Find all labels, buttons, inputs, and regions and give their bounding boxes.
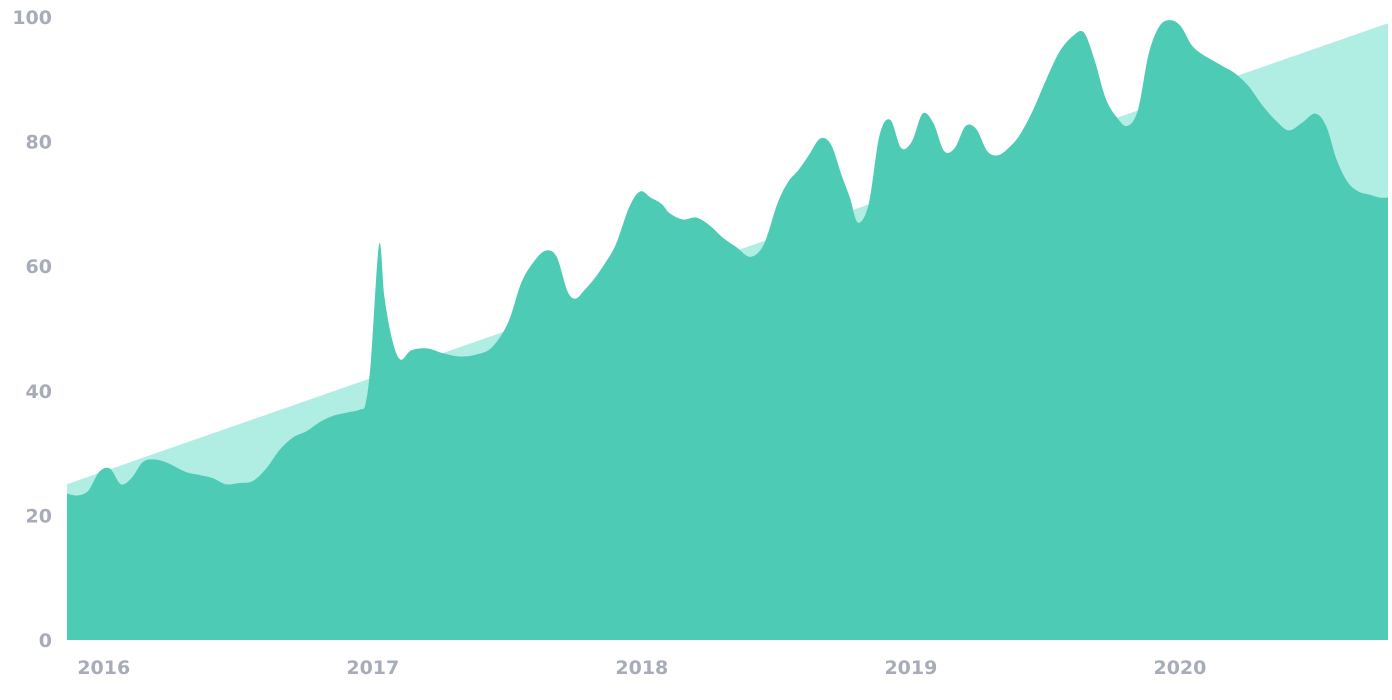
x-tick-label: 2019 [884, 657, 937, 679]
y-tick-label: 80 [26, 132, 52, 154]
y-axis-ticks: 0 20 40 60 80 100 [12, 7, 52, 652]
y-tick-label: 100 [12, 7, 52, 29]
x-tick-label: 2016 [77, 657, 130, 679]
y-tick-label: 0 [39, 630, 52, 652]
actual-area [67, 20, 1388, 641]
x-axis-ticks: 2016 2017 2018 2019 2020 [77, 657, 1206, 679]
y-tick-label: 60 [26, 256, 52, 278]
y-tick-label: 40 [26, 381, 52, 403]
x-tick-label: 2020 [1153, 657, 1206, 679]
x-tick-label: 2018 [615, 657, 668, 679]
actual-area-group [67, 20, 1388, 641]
x-tick-label: 2017 [346, 657, 399, 679]
y-tick-label: 20 [26, 505, 52, 527]
